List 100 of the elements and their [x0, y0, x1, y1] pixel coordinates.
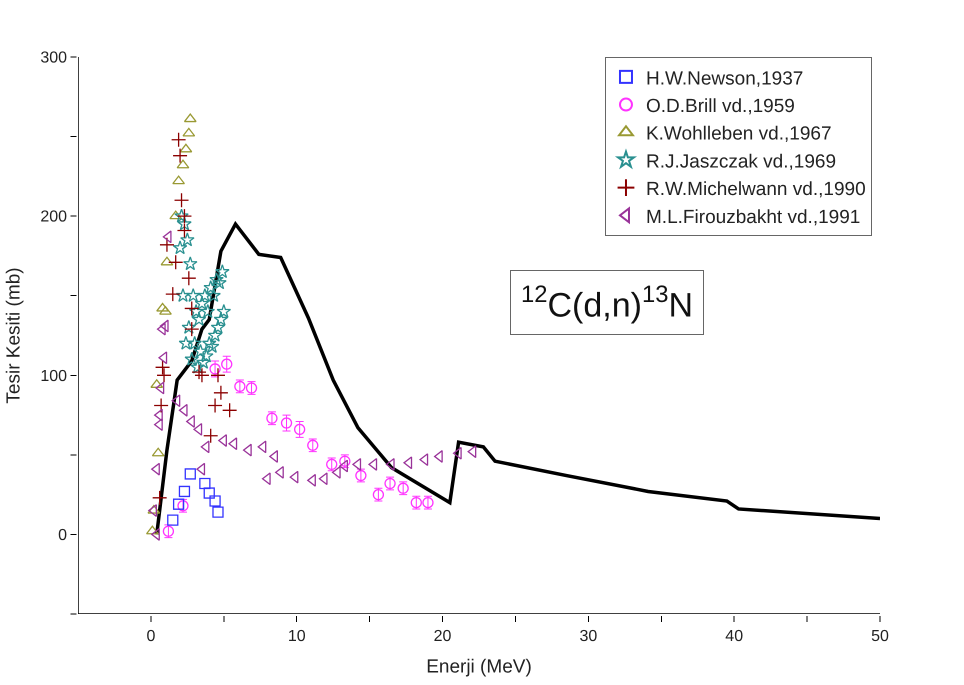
point	[156, 302, 169, 312]
point	[184, 321, 200, 337]
point	[210, 368, 226, 383]
y-tick-label: 200	[40, 208, 68, 226]
point	[177, 216, 192, 230]
point	[174, 192, 190, 208]
point	[156, 368, 172, 383]
point	[204, 487, 215, 499]
x-tick-label: 40	[725, 628, 744, 645]
point	[204, 338, 220, 353]
point	[176, 288, 190, 302]
point	[188, 304, 204, 318]
point	[181, 270, 196, 286]
legend-label: H.W.Newson,1937	[646, 68, 804, 90]
point	[192, 312, 206, 326]
point	[196, 462, 206, 476]
x-tick-label: 10	[288, 628, 306, 645]
y-tick-label: 100	[40, 368, 68, 385]
point	[160, 320, 169, 332]
point	[182, 320, 196, 334]
point	[212, 506, 224, 518]
point	[212, 275, 227, 290]
point	[242, 444, 252, 456]
point	[222, 402, 238, 418]
point	[198, 288, 212, 302]
point	[169, 210, 182, 220]
point	[172, 240, 188, 254]
point	[158, 351, 168, 364]
point	[159, 237, 175, 252]
point	[210, 320, 226, 334]
legend-label: M.L.Firouzbakht vd.,1991	[646, 206, 860, 228]
point	[419, 453, 428, 466]
point	[184, 352, 200, 366]
x-tick-label: 20	[434, 628, 452, 645]
point	[206, 288, 221, 302]
point	[386, 458, 395, 471]
point	[155, 382, 164, 394]
point	[170, 132, 186, 148]
point	[156, 322, 166, 336]
y-tick-label: 0	[58, 527, 68, 544]
point	[184, 468, 196, 480]
x-tick-label: 30	[579, 628, 598, 645]
point	[162, 230, 172, 244]
point	[182, 128, 196, 137]
point	[167, 514, 178, 526]
point	[154, 360, 170, 375]
point	[332, 466, 341, 479]
point	[194, 368, 210, 383]
point	[318, 472, 328, 486]
point	[191, 364, 207, 380]
point	[172, 148, 188, 164]
point	[352, 458, 362, 471]
legend-label: K.Wohlleben vd.,1967	[646, 124, 832, 145]
y-tick-label: 300	[40, 50, 68, 67]
point	[215, 264, 230, 278]
point	[176, 222, 192, 238]
point	[208, 328, 222, 342]
point	[178, 404, 188, 417]
point	[434, 450, 443, 463]
point	[182, 256, 198, 270]
y-axis-title: Tesir Kesiti (mb)	[4, 267, 25, 404]
point	[200, 304, 216, 318]
x-tick-label: 50	[871, 628, 889, 645]
point	[147, 504, 160, 514]
point	[196, 354, 211, 369]
point	[184, 300, 200, 316]
point	[152, 490, 168, 506]
point	[168, 254, 184, 270]
point	[184, 113, 197, 122]
point	[452, 446, 462, 460]
legend-label: O.D.Brill vd.,1959	[646, 96, 795, 117]
point	[403, 456, 412, 470]
point	[172, 175, 186, 184]
point	[187, 336, 202, 350]
point	[199, 348, 214, 362]
point	[214, 312, 228, 326]
point	[190, 360, 205, 374]
point	[228, 437, 238, 450]
point	[294, 424, 306, 436]
point	[216, 304, 232, 318]
legend-label: R.W.Michelwann vd.,1990	[646, 179, 866, 200]
point	[193, 344, 208, 358]
point	[203, 280, 218, 294]
point	[203, 428, 218, 444]
point	[180, 232, 195, 246]
point	[159, 306, 172, 315]
point	[368, 458, 378, 471]
point	[221, 358, 232, 370]
point	[186, 288, 201, 302]
point	[174, 208, 189, 222]
point	[178, 486, 190, 498]
legend-label: R.J.Jaszczak vd.,1969	[646, 151, 836, 172]
point	[194, 296, 210, 310]
point	[178, 336, 194, 350]
point	[262, 472, 271, 486]
point	[202, 336, 217, 350]
x-axis-title: Enerji (MeV)	[426, 656, 532, 678]
point	[199, 478, 211, 490]
point	[209, 495, 221, 507]
point	[153, 398, 169, 414]
